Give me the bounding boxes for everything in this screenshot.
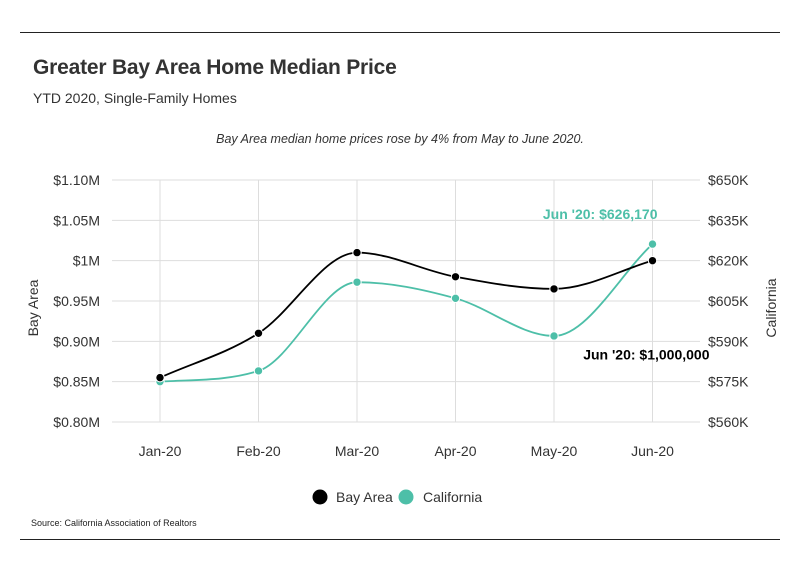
source-note: Source: California Association of Realto…	[31, 518, 197, 528]
california-point	[352, 277, 362, 287]
bay-area-line	[159, 251, 653, 379]
right-tick-label: $575K	[708, 374, 749, 390]
bay-area-point	[647, 255, 658, 266]
legend-label-california: California	[423, 489, 482, 505]
left-tick-label: $0.80M	[53, 414, 100, 430]
bay-area-point	[155, 372, 165, 383]
right-tick-label: $650K	[708, 172, 749, 188]
right-axis-title: California	[763, 278, 779, 337]
chart-note: Bay Area median home prices rose by 4% f…	[216, 132, 584, 146]
left-tick-label: $0.85M	[53, 374, 100, 390]
california-point	[647, 239, 658, 249]
x-tick-label: Mar-20	[335, 443, 380, 459]
legend-label-bay-area: Bay Area	[336, 489, 393, 505]
right-tick-label: $560K	[708, 414, 749, 430]
left-tick-label: $1.05M	[53, 212, 100, 228]
right-tick-label: $605K	[708, 293, 749, 309]
annotation-bay-area: Jun '20: $1,000,000	[583, 347, 710, 363]
x-tick-label: Jun-20	[631, 443, 674, 459]
left-axis-ticks: $0.80M $0.85M $0.90M $0.95M $1M $1.05M $1.10M	[53, 172, 100, 430]
bay-area-point	[549, 284, 559, 294]
california-point	[450, 293, 461, 304]
bottom-rule	[20, 539, 780, 540]
left-axis-title: Bay Area	[25, 279, 41, 336]
x-tick-label: Feb-20	[236, 443, 281, 459]
california-point	[253, 366, 264, 376]
x-axis-ticks: Jan-20 Feb-20 Mar-20 Apr-20 May-20 Jun-20	[139, 443, 675, 459]
right-tick-label: $620K	[708, 253, 749, 269]
right-axis-ticks: $560K $575K $590K $605K $620K $635K $650K	[708, 172, 749, 430]
series-layer	[155, 239, 658, 387]
grid	[112, 179, 700, 423]
right-tick-label: $590K	[708, 333, 749, 349]
right-tick-label: $635K	[708, 212, 749, 228]
legend-marker-bay-area	[312, 489, 328, 505]
chart-subtitle: YTD 2020, Single-Family Homes	[33, 90, 237, 106]
x-tick-label: Apr-20	[434, 443, 476, 459]
bay-area-point	[253, 328, 264, 338]
left-tick-label: $1.10M	[53, 172, 100, 188]
left-tick-label: $1M	[73, 253, 100, 269]
bay-area-series	[155, 247, 658, 383]
california-point	[549, 331, 559, 341]
california-line	[159, 243, 654, 383]
legend-marker-california	[398, 489, 414, 505]
annotations: Jun '20: $626,170 Jun '20: $1,000,000	[543, 206, 710, 363]
chart-title: Greater Bay Area Home Median Price	[33, 56, 397, 79]
bay-area-point	[352, 247, 362, 258]
x-tick-label: Jan-20	[139, 443, 182, 459]
left-tick-label: $0.95M	[53, 293, 100, 309]
x-tick-label: May-20	[531, 443, 578, 459]
annotation-california: Jun '20: $626,170	[543, 206, 658, 222]
california-series	[155, 239, 658, 387]
left-tick-label: $0.90M	[53, 333, 100, 349]
legend: Bay Area California	[312, 489, 482, 505]
top-rule	[20, 32, 780, 33]
bay-area-point	[450, 272, 461, 282]
